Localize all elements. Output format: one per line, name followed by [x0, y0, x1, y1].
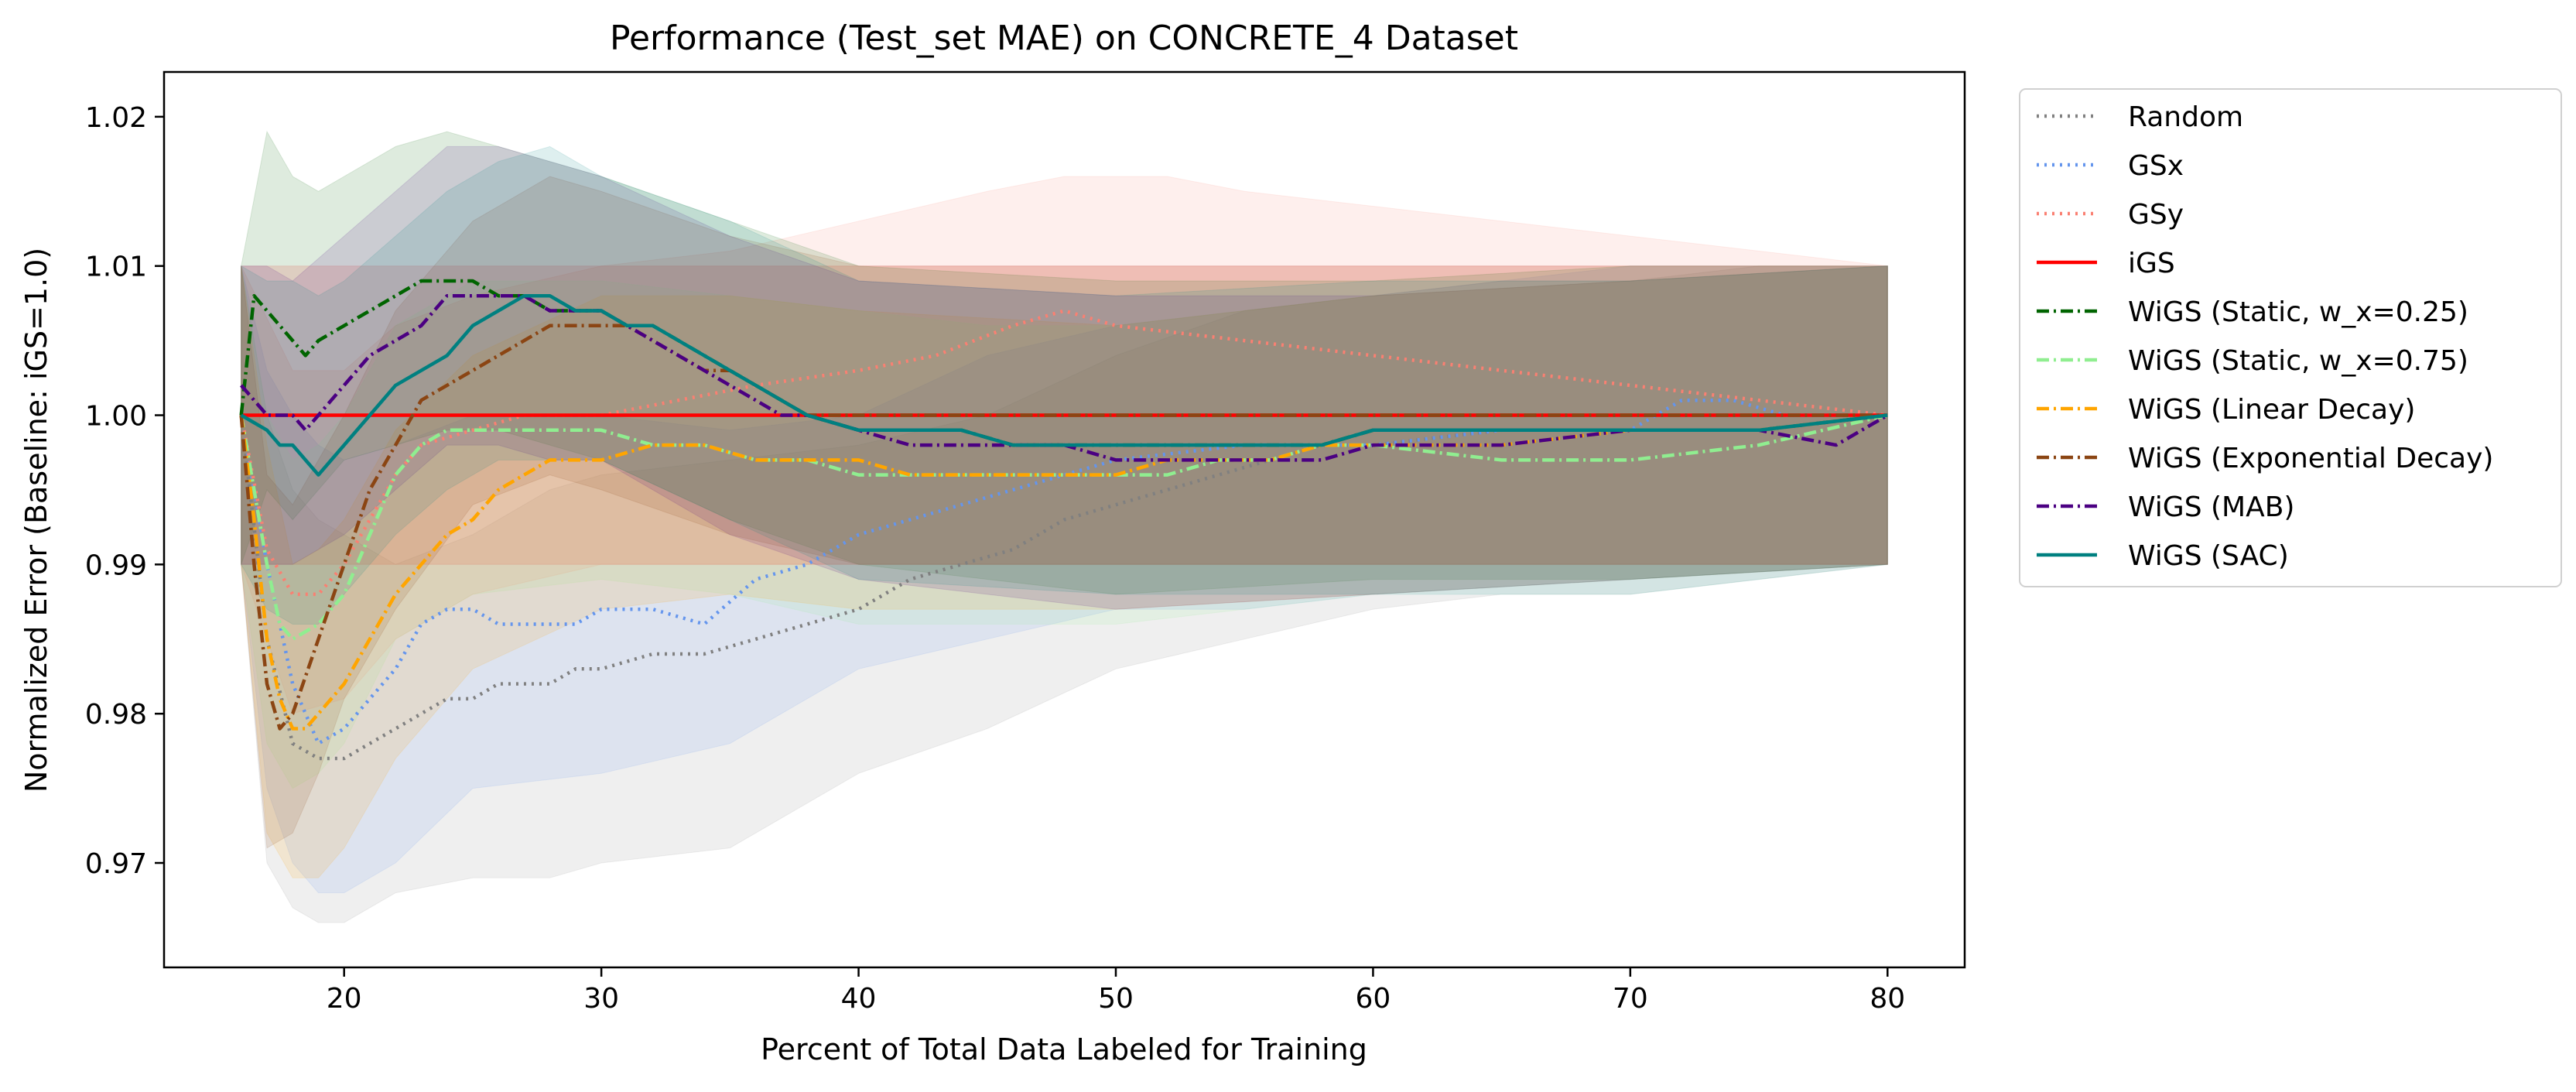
- x-tick-label: 50: [1098, 983, 1134, 1015]
- y-axis-ticks: 0.97 0.98 0.99 1.00 1.01 1.02: [85, 102, 164, 880]
- chart-title: Performance (Test_set MAE) on CONCRETE_4…: [610, 19, 1518, 58]
- legend-frame: [2019, 88, 2562, 587]
- confidence-bands: [241, 130, 1888, 923]
- x-axis-label: Percent of Total Data Labeled for Traini…: [761, 1032, 1367, 1066]
- series-line-wigs-exponential-decay: [239, 323, 1888, 731]
- band-wigs-exponential-decay: [241, 176, 1888, 849]
- y-tick-label: 0.99: [85, 549, 147, 581]
- legend-label-wigs-exponential-decay: WiGS (Exponential Decay): [2128, 443, 2493, 474]
- legend-label-wigs-mab: WiGS (MAB): [2128, 491, 2294, 523]
- x-tick-label: 70: [1613, 983, 1648, 1015]
- legend: Random GSx GSy iGS WiGS (Static, w_x=0.25) Wi…: [2019, 88, 2562, 587]
- legend-label-wigs-linear-decay: WiGS (Linear Decay): [2128, 394, 2415, 426]
- x-tick-label: 80: [1870, 983, 1905, 1015]
- band-wigs-linear-decay: [241, 265, 1888, 878]
- band-wigs-static-w-x-0-25: [241, 130, 1888, 595]
- x-axis-ticks: 20 30 40 50 60 70 80: [327, 967, 1905, 1015]
- y-tick-label: 0.97: [85, 848, 147, 880]
- series-line-wigs-sac: [240, 293, 1888, 477]
- series-line-wigs-mab: [239, 293, 1889, 462]
- legend-label-wigs-sac: WiGS (SAC): [2128, 540, 2289, 572]
- legend-label-random: Random: [2128, 101, 2243, 133]
- x-tick-label: 40: [841, 983, 877, 1015]
- series-line-gsy: [239, 309, 1888, 597]
- band-wigs-sac: [241, 145, 1888, 625]
- band-wigs-mab: [241, 145, 1888, 610]
- legend-label-wigs-static-w-x-0-25: WiGS (Static, w_x=0.25): [2128, 296, 2468, 328]
- legend-label-igs: iGS: [2128, 248, 2175, 279]
- y-tick-label: 1.00: [85, 401, 147, 433]
- y-axis-label: Normalized Error (Baseline: iGS=1.0): [19, 248, 53, 792]
- x-tick-label: 20: [327, 983, 362, 1015]
- y-tick-label: 1.01: [85, 252, 147, 283]
- legend-label-gsy: GSy: [2128, 199, 2184, 231]
- series-line-wigs-linear-decay: [239, 413, 1888, 731]
- series-line-wigs-static-w-x-0-75: [239, 413, 1888, 642]
- legend-label-wigs-static-w-x-0-75: WiGS (Static, w_x=0.75): [2128, 345, 2468, 377]
- legend-label-gsx: GSx: [2128, 150, 2184, 182]
- plot-frame: [162, 70, 1966, 969]
- x-tick-label: 60: [1356, 983, 1391, 1015]
- x-tick-label: 30: [583, 983, 619, 1015]
- y-tick-label: 1.02: [85, 102, 147, 134]
- y-tick-label: 0.98: [85, 699, 147, 731]
- band-wigs-static-w-x-0-75: [241, 265, 1888, 789]
- series-lines: [239, 279, 1889, 761]
